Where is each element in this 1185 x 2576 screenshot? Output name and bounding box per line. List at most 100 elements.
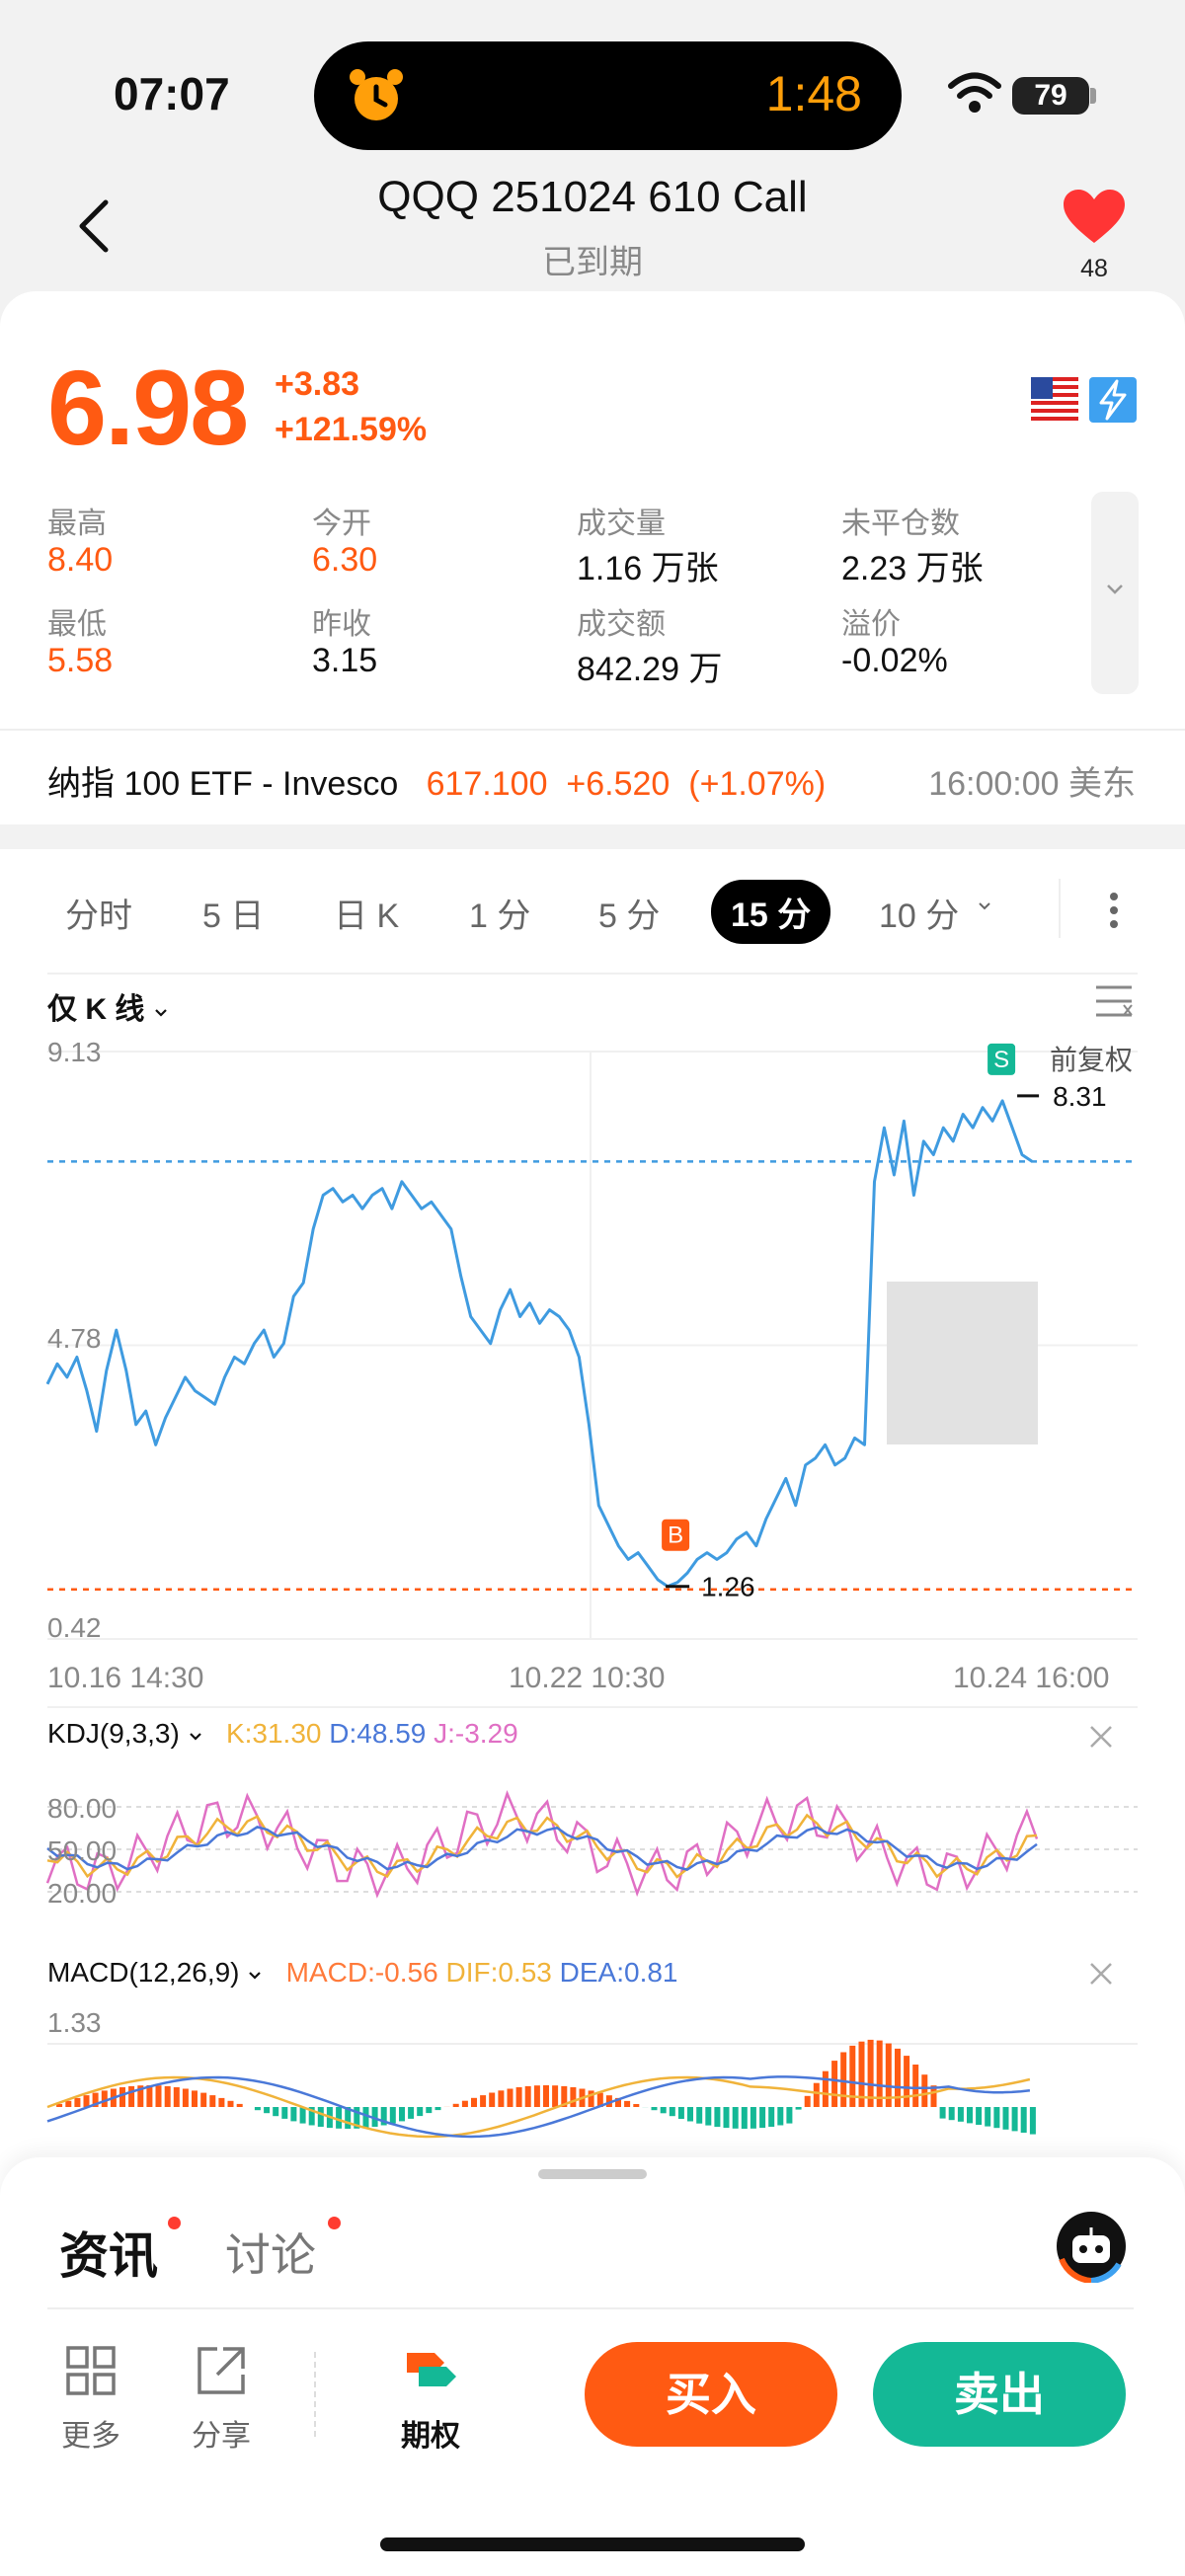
macd-bar	[624, 2100, 631, 2107]
chevron-down-icon	[189, 1733, 201, 1741]
macd-header[interactable]: MACD(12,26,9) MACD:-0.56 DIF:0.53 DEA:0.…	[47, 1957, 678, 1989]
tab-period[interactable]: 5 分	[598, 898, 661, 935]
macd-bar	[840, 2052, 847, 2107]
back-button[interactable]	[69, 193, 118, 262]
sell-button[interactable]: 卖出	[873, 2342, 1126, 2447]
sell-marker	[988, 1043, 1016, 1075]
macd-bar	[957, 2107, 964, 2122]
macd-bar	[588, 2090, 594, 2107]
macd-bar	[273, 2107, 279, 2117]
price-line	[45, 1099, 1033, 1589]
tab-period[interactable]: 1 分	[469, 898, 531, 935]
sell-marker-label: S	[993, 1047, 1009, 1073]
more-vertical-icon[interactable]	[1104, 889, 1124, 932]
underlying-quote[interactable]: 纳指 100 ETF - Invesco 617.100 +6.520 (+1.…	[47, 756, 826, 805]
tab-divider	[1059, 879, 1061, 938]
page-title: QQQ 251024 610 Call	[377, 173, 808, 221]
macd-bar	[605, 2095, 612, 2107]
macd-bar	[299, 2107, 306, 2124]
share-button[interactable]: 分享	[182, 2345, 261, 2455]
change-percent: +121.59%	[275, 411, 428, 448]
battery-indicator: 79	[1012, 77, 1089, 115]
buy-button[interactable]: 买入	[585, 2342, 837, 2447]
stat-value: 8.40	[47, 541, 114, 579]
macd-bar	[452, 2103, 459, 2107]
macd-bar	[714, 2107, 721, 2128]
kdj-level-80: 80.00	[47, 1793, 118, 1824]
macd-dif-line	[46, 2075, 1031, 2139]
adjust-mode[interactable]: 前复权	[1050, 1045, 1134, 1075]
macd-bar	[209, 2095, 216, 2107]
stat-value: 842.29 万	[577, 651, 723, 688]
heart-icon[interactable]	[1062, 188, 1127, 247]
macd-bar	[1029, 2107, 1036, 2135]
macd-bar	[669, 2107, 675, 2117]
divider	[0, 729, 1185, 731]
macd-bar	[822, 2070, 829, 2107]
stat-value: 5.58	[47, 642, 114, 679]
stat-label: 溢价	[841, 608, 901, 641]
macd-bar	[417, 2107, 424, 2117]
x-tick-mid: 10.22 10:30	[509, 1662, 666, 1694]
macd-bar	[804, 2095, 811, 2107]
tab-period[interactable]: 10 分	[879, 898, 960, 935]
macd-bar	[354, 2107, 360, 2129]
kdj-chart[interactable]	[0, 1767, 1185, 1945]
macd-bar	[985, 2107, 991, 2127]
tool-divider	[314, 2352, 316, 2437]
macd-bar	[651, 2107, 658, 2111]
kdj-header[interactable]: KDJ(9,3,3) K:31.30 D:48.59 J:-3.29	[47, 1718, 518, 1750]
underlying-name: 纳指 100 ETF - Invesco	[47, 765, 399, 803]
macd-bar	[308, 2107, 315, 2126]
y-tick-mid: 4.78	[47, 1323, 102, 1354]
macd-chart[interactable]	[0, 2004, 1185, 2162]
tab-period[interactable]: 5 日	[202, 898, 265, 935]
macd-bar	[831, 2061, 838, 2107]
buy-price-label: 1.26	[701, 1572, 755, 1602]
stat-label: 最高	[47, 507, 107, 540]
last-price: 6.98	[47, 348, 249, 467]
macd-bar	[993, 2107, 1000, 2129]
tab-discussion[interactable]: 讨论	[225, 2229, 316, 2281]
macd-bar	[895, 2048, 901, 2107]
chevron-left-icon	[79, 199, 109, 252]
tab-period[interactable]: 分时	[65, 898, 132, 935]
macd-bar	[570, 2087, 577, 2107]
dynamic-island[interactable]: 1:48	[314, 41, 902, 150]
more-button[interactable]: 更多	[51, 2345, 130, 2455]
tab-period[interactable]: 日 K	[334, 898, 400, 935]
wifi-icon	[948, 72, 1001, 113]
alarm-clock-icon	[350, 69, 403, 120]
expand-stats-button[interactable]	[1091, 492, 1139, 694]
chart-settings-icon[interactable]	[1092, 983, 1136, 1019]
close-icon[interactable]	[1086, 1722, 1116, 1752]
underlying-time: 16:00:00 美东	[928, 765, 1136, 803]
macd-bar	[615, 2097, 621, 2107]
us-flag-icon	[1031, 377, 1078, 423]
kdj-d-line	[46, 1826, 1038, 1871]
grid-icon	[66, 2346, 116, 2395]
unread-dot	[168, 2217, 181, 2229]
macd-bar	[65, 2100, 72, 2107]
stat-label: 今开	[312, 507, 371, 540]
macd-bar	[795, 2107, 802, 2110]
tab-news[interactable]: 资讯	[59, 2228, 158, 2284]
macd-bar	[921, 2074, 928, 2107]
kline-mode-select[interactable]: 仅 K 线	[47, 984, 169, 1028]
options-button[interactable]: 期权	[391, 2345, 470, 2455]
macd-bar	[561, 2085, 568, 2107]
macd-bar	[696, 2107, 703, 2124]
macd-value: MACD:-0.56	[285, 1957, 438, 1988]
kdj-level-50: 50.00	[47, 1835, 118, 1866]
macd-bar	[461, 2100, 468, 2107]
ai-assistant-icon[interactable]	[1055, 2210, 1128, 2283]
macd-bar	[759, 2107, 766, 2129]
status-time: 07:07	[114, 68, 230, 119]
battery-cap	[1090, 88, 1096, 104]
macd-bar	[732, 2107, 739, 2129]
macd-bar	[254, 2107, 261, 2111]
close-icon[interactable]	[1086, 1959, 1116, 1989]
tab-period[interactable]: 15 分	[711, 880, 831, 944]
sheet-handle[interactable]	[538, 2169, 647, 2179]
price-chart[interactable]: B 1.26 S 8.31	[0, 1027, 1185, 1659]
